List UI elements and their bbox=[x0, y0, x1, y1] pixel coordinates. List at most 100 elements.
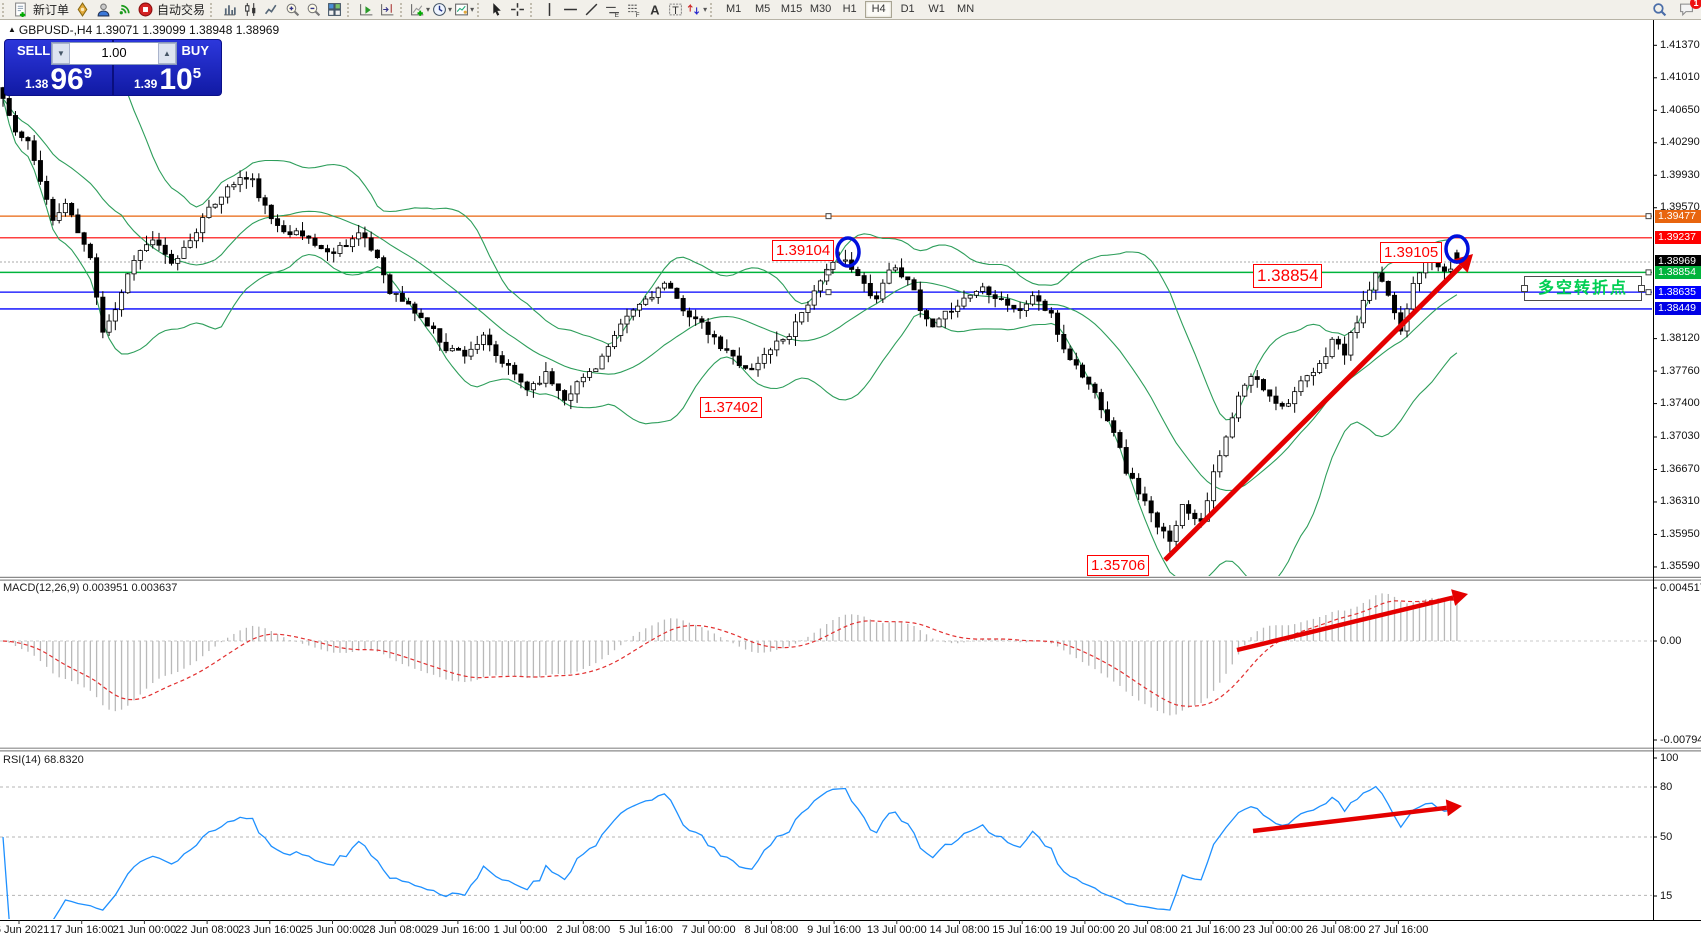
volume-control: ▼ 1.00 ▲ bbox=[51, 42, 177, 65]
zoom-in-button[interactable] bbox=[282, 1, 303, 18]
community-button[interactable] bbox=[93, 1, 114, 18]
rsi-pane bbox=[0, 785, 1652, 919]
chat-button[interactable]: 1 bbox=[1676, 0, 1701, 18]
vline-icon bbox=[548, 3, 551, 16]
toolbar-separator bbox=[210, 2, 217, 17]
line-handle[interactable] bbox=[825, 269, 832, 276]
chevron-down-icon: ▾ bbox=[703, 5, 708, 14]
crosshair-button[interactable] bbox=[507, 1, 528, 18]
line-handle[interactable] bbox=[1645, 213, 1652, 220]
text-button[interactable]: A bbox=[644, 1, 665, 18]
timeframe-m5-button[interactable]: M5 bbox=[754, 3, 771, 15]
auto-scroll-button[interactable] bbox=[356, 1, 377, 18]
chevron-down-icon: ▾ bbox=[426, 5, 431, 14]
toolbar-separator bbox=[347, 2, 354, 17]
chart-shift-button[interactable] bbox=[377, 1, 398, 18]
main-toolbar: 新订单 自动交易 ▾ ▾ ▾ E F A T ▾ M1 M5 M15 M30 H1 H4 D1 W1 MN 1 bbox=[0, 0, 1701, 20]
signals-icon bbox=[119, 4, 130, 15]
auto-trading-button[interactable] bbox=[135, 1, 156, 18]
vertical-line-button[interactable] bbox=[539, 1, 560, 18]
templates-icon bbox=[455, 3, 468, 16]
zoom-out-icon bbox=[307, 3, 321, 17]
main-pane bbox=[0, 72, 1652, 576]
autotrade-icon bbox=[138, 2, 153, 17]
volume-input[interactable]: 1.00 bbox=[101, 45, 127, 60]
timeframe-m30-button[interactable]: M30 bbox=[809, 3, 832, 15]
auto-trading-button-label[interactable]: 自动交易 bbox=[157, 3, 206, 17]
search-button[interactable] bbox=[1649, 1, 1670, 18]
line-chart-button[interactable] bbox=[261, 1, 282, 18]
toolbar-separator bbox=[400, 2, 407, 17]
svg-text:F: F bbox=[636, 12, 640, 17]
timeframe-mn-button[interactable]: MN bbox=[957, 3, 975, 15]
toolbar-separator bbox=[710, 2, 717, 17]
macd-pane bbox=[0, 589, 1652, 716]
buy-price[interactable]: 1.39 10 5 bbox=[133, 63, 202, 96]
toolbar-separator bbox=[2, 2, 9, 17]
trendline-button[interactable] bbox=[581, 1, 602, 18]
candlestick-button[interactable] bbox=[240, 1, 261, 18]
candles-layer bbox=[0, 86, 1460, 557]
horizontal-line-button[interactable] bbox=[560, 1, 581, 18]
text-icon: A bbox=[650, 2, 659, 17]
tile-windows-button[interactable] bbox=[324, 1, 345, 18]
timeframe-m1-button[interactable]: M1 bbox=[725, 3, 742, 15]
trend-arrow[interactable] bbox=[1451, 589, 1468, 606]
chevron-down-icon: ▾ bbox=[448, 5, 453, 14]
toolbar-separator bbox=[530, 2, 537, 17]
timeframe-h1-button[interactable]: H1 bbox=[842, 3, 857, 15]
timeframe-m15-button[interactable]: M15 bbox=[780, 3, 803, 15]
timeframe-h4-button[interactable]: H4 bbox=[865, 1, 893, 18]
sell-price[interactable]: 1.38 96 9 bbox=[24, 63, 93, 96]
toolbar-separator bbox=[477, 2, 484, 17]
arrows-button[interactable]: ▾ bbox=[686, 1, 708, 18]
shapes-icon bbox=[687, 3, 700, 16]
buy-button[interactable]: BUY bbox=[181, 43, 209, 58]
trend-arrow[interactable] bbox=[1445, 799, 1462, 817]
highlight-circle[interactable] bbox=[1444, 234, 1470, 264]
line-handle[interactable] bbox=[1645, 269, 1652, 276]
cursor-icon bbox=[493, 3, 501, 16]
volume-up-button[interactable]: ▲ bbox=[158, 43, 176, 64]
periods-button[interactable]: ▾ bbox=[431, 1, 453, 18]
cursor-button[interactable] bbox=[486, 1, 507, 18]
new-order-button[interactable] bbox=[11, 1, 32, 18]
fibonacci-button[interactable]: F bbox=[623, 1, 644, 18]
one-click-trading-panel: SELL BUY ▼ 1.00 ▲ 1.38 96 9 1.39 10 5 bbox=[4, 39, 222, 96]
trend-arrow[interactable] bbox=[1454, 254, 1473, 273]
fibo-icon: F bbox=[628, 4, 640, 17]
seal-button[interactable] bbox=[72, 1, 93, 18]
barchart-icon bbox=[224, 5, 236, 16]
indicators-icon bbox=[411, 4, 424, 16]
bar-chart-button[interactable] bbox=[219, 1, 240, 18]
templates-button[interactable]: ▾ bbox=[453, 1, 475, 18]
signals-button[interactable] bbox=[114, 1, 135, 18]
line-handle[interactable] bbox=[825, 213, 832, 220]
svg-text:E: E bbox=[615, 12, 619, 17]
volume-down-button[interactable]: ▼ bbox=[52, 43, 70, 64]
crosshair-icon bbox=[511, 3, 525, 16]
chevron-down-icon: ▾ bbox=[470, 5, 475, 14]
sell-button[interactable]: SELL bbox=[17, 43, 51, 58]
indicators-button[interactable]: ▾ bbox=[409, 1, 431, 18]
line-handle[interactable] bbox=[825, 289, 832, 296]
notification-badge: 1 bbox=[1690, 0, 1701, 9]
search-icon bbox=[1653, 3, 1667, 17]
trendline-icon bbox=[585, 3, 598, 16]
equidistant-channel-button[interactable]: E bbox=[602, 1, 623, 18]
tile-windows-icon bbox=[328, 3, 341, 16]
zoom-out-button[interactable] bbox=[303, 1, 324, 18]
linechart-icon bbox=[264, 4, 277, 15]
text-label-button[interactable]: T bbox=[665, 1, 686, 18]
svg-text:A: A bbox=[650, 2, 659, 17]
timeframe-w1-button[interactable]: W1 bbox=[928, 3, 945, 15]
channel-icon: E bbox=[606, 6, 620, 17]
svg-text:T: T bbox=[672, 5, 679, 17]
timeframe-d1-button[interactable]: D1 bbox=[900, 3, 915, 15]
line-handle[interactable] bbox=[1645, 289, 1652, 296]
highlight-circle[interactable] bbox=[835, 236, 861, 268]
chart-shift-icon bbox=[381, 4, 394, 16]
new-order-button-label[interactable]: 新订单 bbox=[33, 3, 70, 17]
zoom-in-icon bbox=[286, 3, 300, 17]
